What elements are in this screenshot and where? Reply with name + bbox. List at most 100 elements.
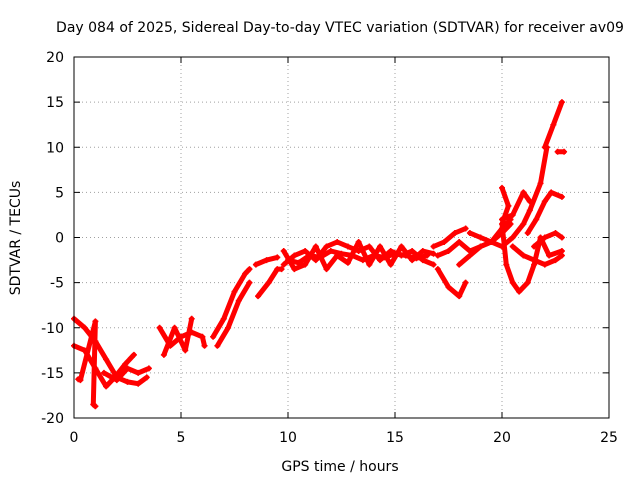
data-point: [477, 234, 484, 241]
data-point: [122, 360, 129, 367]
data-point: [409, 248, 416, 255]
x-tick-label: 15: [386, 430, 404, 446]
x-tick-label: 20: [493, 430, 511, 446]
data-point: [531, 243, 538, 250]
data-point: [225, 324, 232, 331]
data-point: [100, 369, 107, 376]
series-track-12: [285, 248, 431, 266]
y-tick-label: -5: [50, 276, 64, 292]
data-point: [533, 216, 540, 223]
data-point: [103, 356, 110, 363]
series-track-18: [499, 189, 533, 223]
data-point: [398, 243, 405, 250]
data-point: [499, 220, 505, 227]
data-point: [561, 148, 568, 155]
data-point: [537, 180, 544, 187]
data-point: [235, 297, 242, 304]
series-track-22: [531, 229, 565, 250]
data-point: [419, 248, 426, 255]
series-track-6: [210, 266, 253, 340]
data-point: [392, 250, 398, 257]
series-track-21: [524, 189, 565, 236]
data-point: [103, 383, 110, 390]
data-point: [541, 261, 548, 268]
data-point: [462, 279, 469, 286]
data-point: [113, 377, 120, 384]
data-point: [387, 261, 394, 268]
data-point: [524, 229, 531, 236]
data-point: [552, 257, 559, 264]
data-point: [81, 324, 88, 331]
y-tick-label: 15: [46, 95, 64, 111]
data-point: [214, 342, 221, 349]
data-point: [135, 380, 142, 387]
data-point: [434, 266, 441, 273]
data-point: [124, 378, 131, 385]
data-point: [520, 252, 527, 259]
series-track-9: [255, 266, 285, 300]
data-point: [377, 243, 384, 250]
series-track-17: [466, 144, 550, 250]
series-track-19: [499, 184, 565, 295]
data-point: [188, 315, 195, 322]
y-tick-label: 0: [55, 231, 64, 247]
series-line: [431, 226, 469, 249]
data-point: [220, 315, 227, 322]
grid: [74, 57, 609, 418]
data-point: [291, 266, 298, 273]
y-tick-label: 5: [55, 185, 64, 201]
data-point: [466, 252, 473, 259]
data-point: [499, 184, 505, 191]
data-point: [430, 243, 437, 250]
x-axis-label: GPS time / hours: [281, 459, 398, 475]
data-point: [280, 261, 287, 268]
data-point: [441, 239, 448, 246]
y-tick-label: -10: [41, 321, 64, 337]
series-track-20: [509, 243, 565, 268]
data-point: [558, 234, 565, 241]
data-point: [466, 229, 473, 236]
y-tick-label: 10: [46, 140, 64, 156]
data-point: [558, 252, 565, 259]
data-point: [199, 333, 206, 340]
data-point: [509, 279, 516, 286]
data-point: [302, 261, 309, 268]
data-point: [255, 293, 262, 300]
data-point: [413, 255, 420, 262]
data-point: [312, 243, 319, 250]
data-point: [531, 257, 538, 264]
data-point: [323, 243, 330, 250]
data-point: [274, 254, 281, 261]
data-point: [327, 248, 334, 255]
data-point: [550, 121, 557, 128]
data-point: [509, 234, 516, 241]
data-point: [182, 347, 189, 354]
x-tick-label: 5: [177, 430, 186, 446]
data-point: [285, 257, 291, 264]
data-point: [430, 250, 437, 257]
data-point: [156, 324, 163, 331]
data-point: [92, 403, 99, 410]
series-line: [499, 189, 533, 222]
data-point: [252, 261, 259, 268]
y-tick-label: -20: [41, 411, 64, 427]
data-point: [77, 377, 84, 384]
data-point: [323, 266, 330, 273]
data-point: [344, 259, 351, 266]
data-point: [548, 189, 555, 196]
data-point: [462, 225, 469, 232]
data-point: [503, 261, 510, 268]
data-point: [201, 342, 208, 349]
data-point: [456, 261, 463, 268]
data-point: [246, 266, 253, 273]
y-tick-label: -15: [41, 366, 64, 382]
data-point: [520, 189, 527, 196]
data-point: [477, 243, 484, 250]
data-point: [524, 279, 531, 286]
data-point: [509, 211, 516, 218]
data-point: [456, 239, 463, 246]
data-point: [451, 229, 458, 236]
data-point: [265, 279, 272, 286]
x-tick-label: 25: [600, 430, 618, 446]
